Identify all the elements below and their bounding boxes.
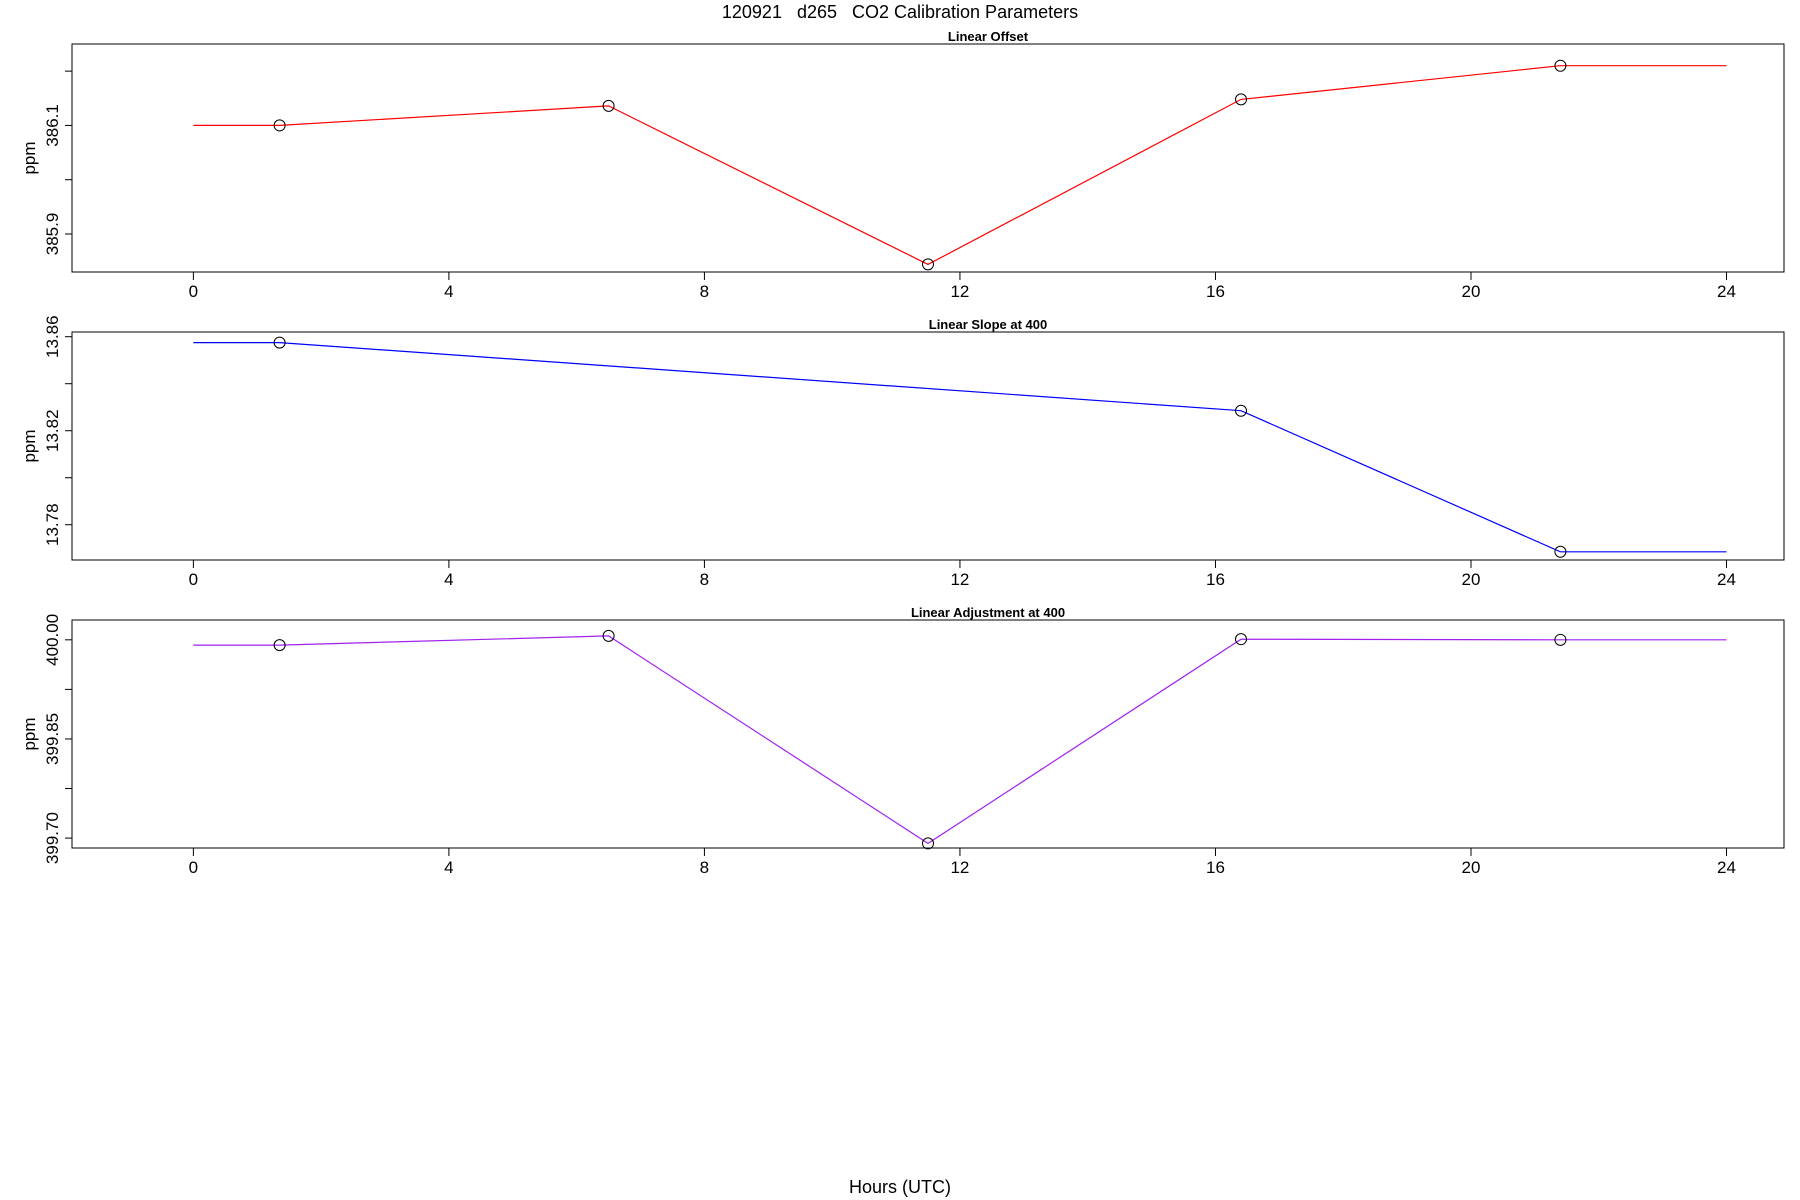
y-tick-label: 13.86 xyxy=(43,315,62,358)
plot-frame xyxy=(71,619,1785,849)
y-tick-label: 399.85 xyxy=(43,713,62,765)
panel-title: Linear Adjustment at 400 xyxy=(911,605,1065,620)
y-tick-label: 13.82 xyxy=(43,409,62,452)
panel-title: Linear Offset xyxy=(948,29,1029,44)
linear-slope-panel: Linear Slope at 400 0 4 8 12 16 20 24 13.78 13.82… xyxy=(20,315,1785,589)
y-tick-label: 386.1 xyxy=(43,104,62,147)
x-tick-label: 16 xyxy=(1206,858,1225,877)
data-point xyxy=(1554,633,1567,646)
x-tick-label: 8 xyxy=(700,282,709,301)
x-tick-label: 20 xyxy=(1462,858,1481,877)
x-tick-label: 24 xyxy=(1717,282,1736,301)
x-tick-label: 20 xyxy=(1462,570,1481,589)
x-tick-label: 12 xyxy=(950,282,969,301)
x-tick-label: 0 xyxy=(189,282,198,301)
linear-adjustment-panel: Linear Adjustment at 400 0 4 8 12 16 20 24 399.7… xyxy=(20,605,1785,877)
series-line xyxy=(193,635,1727,845)
data-point xyxy=(1235,404,1248,417)
series-line xyxy=(193,342,1727,553)
x-tick-label: 0 xyxy=(189,570,198,589)
y-axis-label: ppm xyxy=(20,717,39,750)
x-tick-label: 4 xyxy=(444,858,453,877)
y-tick-label: 400.00 xyxy=(43,614,62,666)
y-axis-label: ppm xyxy=(20,141,39,174)
data-point xyxy=(1554,59,1567,72)
y-tick-label: 399.70 xyxy=(43,812,62,864)
series-line xyxy=(193,65,1727,266)
x-tick-label: 16 xyxy=(1206,570,1225,589)
y-tick-label: 13.78 xyxy=(43,503,62,546)
x-tick-label: 8 xyxy=(700,858,709,877)
x-tick-label: 24 xyxy=(1717,858,1736,877)
data-point xyxy=(273,336,286,349)
data-point xyxy=(1554,545,1567,558)
data-point xyxy=(1235,93,1248,106)
data-point xyxy=(922,258,934,271)
data-point xyxy=(273,639,286,652)
x-tick-label: 4 xyxy=(444,570,453,589)
x-tick-label: 24 xyxy=(1717,570,1736,589)
y-tick-label: 385.9 xyxy=(43,213,62,256)
panel-title: Linear Slope at 400 xyxy=(929,317,1048,332)
data-point xyxy=(1235,633,1248,646)
figure-title: 120921 d265 CO2 Calibration Parameters xyxy=(721,2,1079,22)
data-point xyxy=(602,629,615,642)
data-point xyxy=(602,99,615,112)
x-tick-label: 20 xyxy=(1462,282,1481,301)
x-tick-label: 4 xyxy=(444,282,453,301)
plot-frame xyxy=(71,331,1785,561)
x-tick-label: 0 xyxy=(189,858,198,877)
data-point xyxy=(273,119,286,132)
x-tick-label: 8 xyxy=(700,570,709,589)
x-axis-label: Hours (UTC) xyxy=(849,1177,951,1197)
y-axis-label: ppm xyxy=(20,429,39,462)
data-point xyxy=(922,837,934,850)
plot-frame xyxy=(71,43,1785,273)
x-tick-label: 12 xyxy=(950,570,969,589)
x-tick-label: 12 xyxy=(950,858,969,877)
x-tick-label: 16 xyxy=(1206,282,1225,301)
